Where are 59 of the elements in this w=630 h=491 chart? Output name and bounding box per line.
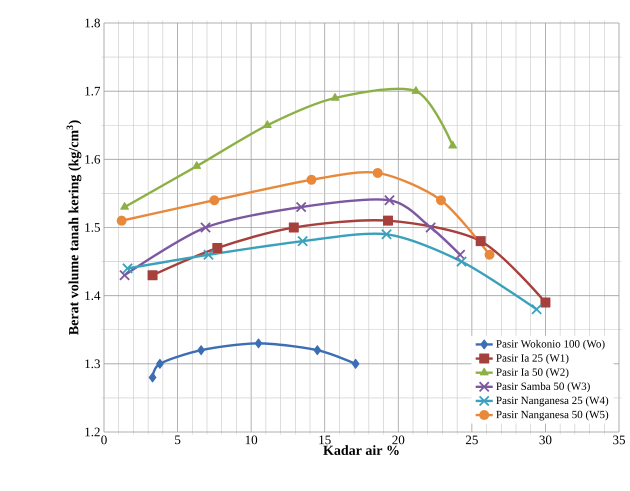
point bbox=[484, 250, 495, 260]
y-tick-label: 1.8 bbox=[85, 18, 100, 28]
point bbox=[254, 338, 262, 348]
y-tick-label: 1.3 bbox=[85, 359, 100, 368]
point bbox=[382, 216, 393, 226]
y-tick-label: 1.6 bbox=[85, 154, 100, 164]
y-tick-label: 1.5 bbox=[85, 223, 100, 232]
point bbox=[531, 304, 542, 315]
legend-label: Pasir Nanganesa 25 (W4) bbox=[496, 396, 608, 406]
point bbox=[330, 92, 340, 101]
point bbox=[119, 270, 130, 281]
point bbox=[122, 262, 134, 274]
point bbox=[262, 120, 272, 128]
point bbox=[476, 236, 486, 246]
point bbox=[148, 372, 156, 382]
x-tick-label: 15 bbox=[319, 436, 331, 444]
x-axis-title: Kadar air % bbox=[323, 445, 399, 456]
legend-label: Pasir Ia 25 (W1) bbox=[496, 354, 568, 364]
point bbox=[352, 358, 360, 369]
point bbox=[200, 222, 212, 233]
point bbox=[381, 228, 392, 240]
point bbox=[306, 174, 316, 185]
point bbox=[297, 236, 308, 247]
legend-label: Pasir Ia 50 (W2) bbox=[496, 368, 568, 378]
point bbox=[448, 140, 458, 148]
x-tick-label: 0 bbox=[101, 436, 107, 444]
point bbox=[120, 202, 129, 210]
x-tick-label: 20 bbox=[392, 436, 404, 444]
point bbox=[425, 222, 436, 233]
point bbox=[436, 195, 446, 206]
point bbox=[148, 270, 158, 280]
x-tick-label: 5 bbox=[175, 436, 180, 444]
point bbox=[456, 256, 468, 268]
x-tick-label: 10 bbox=[246, 436, 258, 444]
point bbox=[372, 168, 383, 178]
point bbox=[288, 222, 299, 232]
point bbox=[540, 297, 550, 308]
legend-label: Pasir Nanganesa 50 (W5) bbox=[496, 410, 608, 420]
point bbox=[116, 216, 127, 226]
point bbox=[296, 202, 307, 213]
point bbox=[192, 161, 202, 169]
point bbox=[209, 195, 220, 206]
point bbox=[313, 345, 322, 356]
legend-label: Pasir Wokonio 100 (Wo) bbox=[496, 340, 605, 350]
y-tick-label: 1.2 bbox=[85, 428, 100, 436]
point bbox=[412, 86, 420, 94]
x-tick-label: 25 bbox=[466, 436, 478, 444]
point bbox=[454, 249, 466, 260]
y-tick-label: 1.4 bbox=[85, 291, 100, 300]
x-tick-label: 35 bbox=[613, 436, 625, 444]
y-tick-label: 1.7 bbox=[85, 86, 100, 96]
point bbox=[197, 345, 205, 356]
y-axis-title: Berat volume tanah kering (kg/cm$^{3}$) bbox=[66, 120, 82, 335]
point bbox=[156, 358, 164, 369]
x-tick-label: 30 bbox=[540, 436, 552, 444]
point bbox=[212, 242, 222, 253]
point bbox=[202, 249, 214, 260]
point bbox=[384, 194, 395, 206]
legend-label: Pasir Samba 50 (W3) bbox=[496, 382, 590, 392]
